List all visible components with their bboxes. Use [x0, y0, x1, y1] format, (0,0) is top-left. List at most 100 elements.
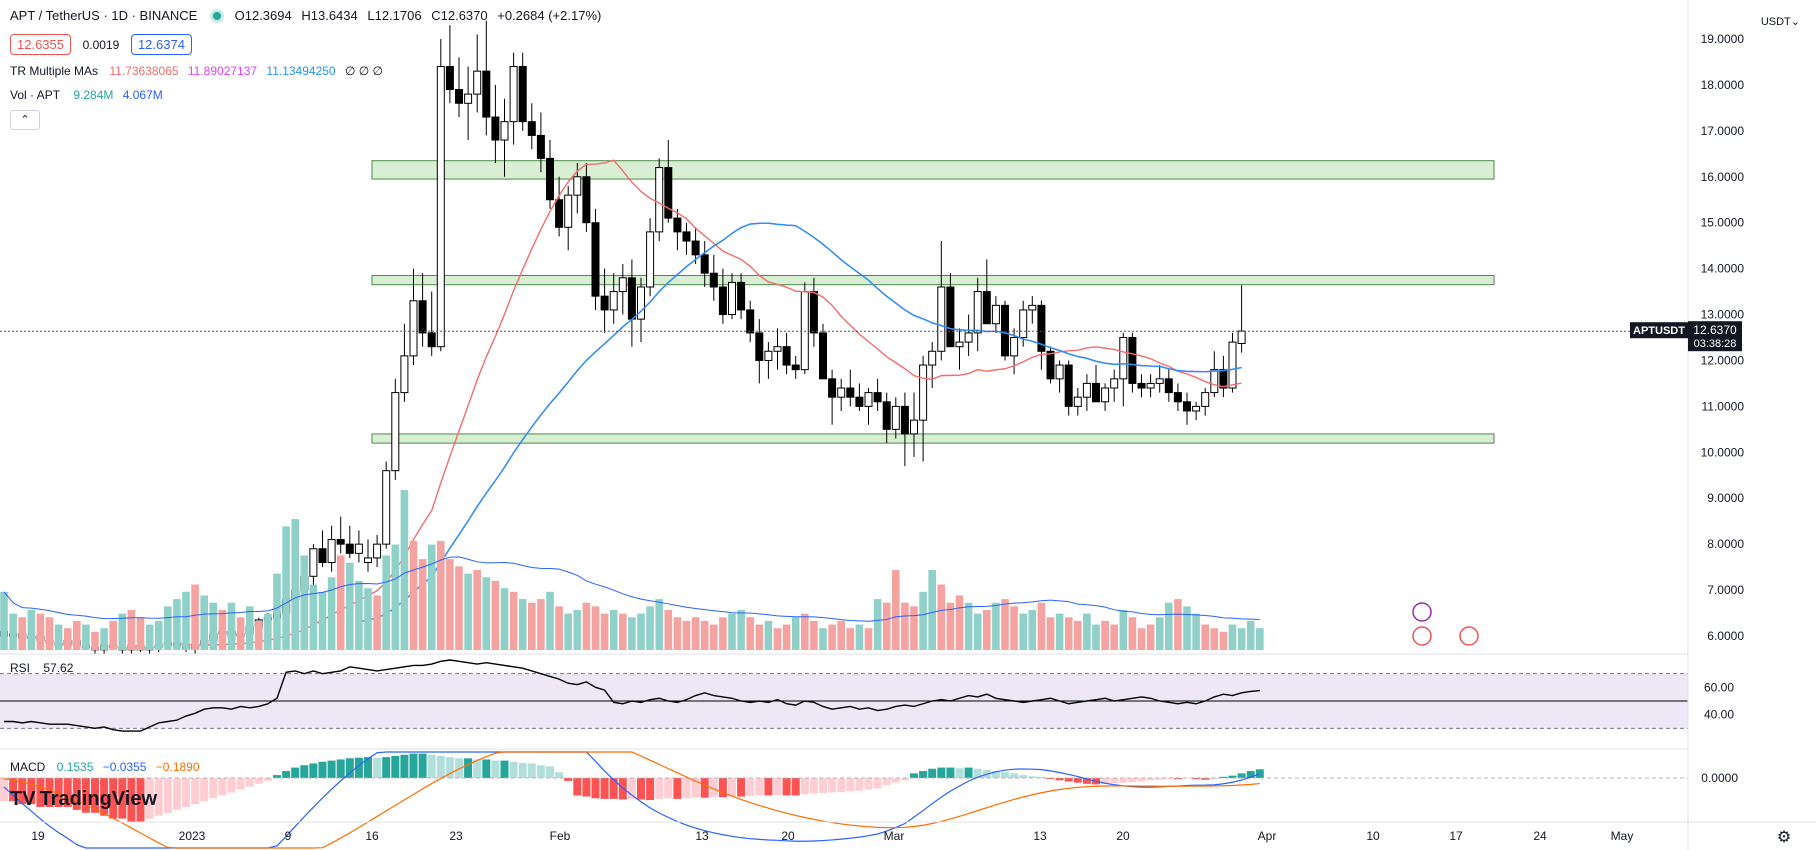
candle-up: [609, 291, 618, 311]
time-tick-label: 24: [1533, 829, 1547, 843]
volume-bar: [182, 591, 190, 650]
volume-bar: [1256, 628, 1264, 650]
candle-down: [1219, 369, 1228, 389]
volume-bar: [983, 610, 991, 650]
volume-bar: [673, 617, 682, 650]
buy-price-button[interactable]: 12.6374: [130, 34, 192, 55]
volume-bar: [728, 613, 736, 650]
collapse-legend-button[interactable]: ⌃: [10, 110, 40, 130]
volume-bar: [18, 617, 26, 650]
ma-legend[interactable]: TR Multiple MAs 11.73638065 11.89027137 …: [10, 64, 383, 78]
price-tag-value: 12.6370: [1693, 323, 1737, 337]
volume-bar: [291, 519, 299, 650]
candle-up: [928, 350, 937, 366]
sell-price-button[interactable]: 12.6355: [10, 34, 71, 55]
currency-selector[interactable]: USDT⌄: [1761, 15, 1800, 28]
volume-bar: [391, 544, 400, 650]
volume-bar: [91, 631, 99, 650]
ma3-value: 11.13494250: [266, 64, 336, 78]
volume-bar: [327, 577, 336, 650]
volume-bar: [737, 610, 745, 650]
macd-histogram-bar: [746, 778, 755, 796]
open-label: O: [234, 8, 245, 23]
candle-up: [509, 66, 518, 123]
price-axis[interactable]: 19.0000 18.0000 17.0000 16.0000 15.0000 14.00…: [1630, 0, 1744, 850]
time-tick-label: 19: [31, 829, 45, 843]
candle-down: [709, 272, 718, 288]
volume-bar: [1019, 613, 1027, 650]
volume-bar: [755, 624, 764, 650]
macd-histogram-bar: [1064, 778, 1073, 782]
time-axis[interactable]: 19 2023 9 16 23 Feb 13 20 Mar 13 20 Apr 10 17 24 May ⚙: [0, 821, 1816, 846]
candle-up: [955, 341, 964, 348]
volume-bar: [710, 624, 718, 650]
volume-bar: [45, 617, 54, 650]
volume-bar: [901, 602, 909, 650]
macd-histogram-bar: [127, 778, 136, 822]
tradingview-logo[interactable]: TV TradingView: [10, 788, 157, 811]
macd-histogram-bar: [354, 757, 363, 778]
ma2-value: 11.89027137: [187, 64, 258, 78]
macd-histogram-bar: [109, 778, 118, 819]
macd-legend[interactable]: MACD 0.1535 −0.0355 −0.1890: [10, 760, 200, 774]
candle-down: [664, 167, 673, 219]
macd-histogram-bar: [946, 767, 955, 778]
price-tick-label: 6.0000: [1707, 629, 1744, 643]
volume-bar: [27, 610, 36, 650]
symbol-title[interactable]: APT / TetherUS · 1D · BINANCE: [10, 8, 198, 23]
candle-up: [937, 286, 946, 352]
macd-histogram-bar: [9, 778, 18, 802]
price-tick-label: 11.0000: [1702, 399, 1745, 413]
candle-down: [791, 364, 800, 371]
ma-indicator-name: TR Multiple MAs: [10, 64, 99, 78]
candle-down: [1037, 304, 1046, 352]
settings-gear-icon[interactable]: ⚙: [1777, 827, 1791, 846]
volume-ma-line: [3, 556, 1260, 622]
candle-up: [1073, 396, 1082, 407]
macd-histogram-bar: [1046, 778, 1055, 780]
macd-histogram-bar: [118, 778, 127, 819]
candle-up: [1082, 382, 1091, 398]
macd-histogram-bar: [1192, 778, 1201, 780]
macd-histogram-bar: [309, 763, 318, 778]
candle-down: [682, 231, 691, 242]
us-flag-event-icon: [1412, 626, 1432, 646]
candle-up: [764, 350, 773, 361]
candle-up: [382, 470, 391, 545]
rsi-legend[interactable]: RSI 57.62: [10, 661, 73, 675]
candle-up: [773, 346, 782, 352]
time-tick-label: 2023: [179, 829, 206, 843]
macd-histogram-bar: [91, 778, 99, 813]
volume-bar: [700, 620, 709, 650]
volume-bar: [910, 606, 918, 650]
volume-bar: [264, 613, 272, 650]
macd-histogram-bar: [236, 778, 245, 790]
volume-bar: [1155, 617, 1164, 650]
macd-histogram-bar: [300, 765, 309, 778]
candle-down: [591, 222, 600, 297]
rsi-tick-label: 60.00: [1704, 680, 1734, 694]
volume-bar: [582, 602, 591, 650]
candle-down: [1064, 364, 1073, 407]
volume-bar: [555, 606, 563, 650]
volume-bar: [1074, 620, 1082, 650]
volume-bar: [245, 606, 254, 650]
macd-histogram-bar: [691, 778, 700, 798]
volume-ma-value: 4.067M: [122, 88, 163, 102]
macd-histogram-bar: [637, 778, 645, 800]
candle-up: [800, 291, 809, 371]
macd-histogram-bar: [591, 778, 600, 799]
macd-histogram-bar: [1219, 776, 1228, 778]
volume-bar: [336, 555, 345, 650]
macd-histogram-bar: [1228, 775, 1237, 778]
macd-signal-line: [3, 751, 1260, 849]
volume-legend[interactable]: Vol · APT 9.284M 4.067M: [10, 88, 163, 102]
macd-histogram-bar: [682, 778, 691, 799]
macd-histogram-bar: [1001, 772, 1009, 778]
volume-value: 9.284M: [73, 88, 114, 102]
candle-up: [391, 392, 400, 472]
spread-value: 0.0019: [82, 38, 120, 52]
candle-down: [673, 217, 682, 233]
macd-histogram-bar: [873, 778, 882, 789]
